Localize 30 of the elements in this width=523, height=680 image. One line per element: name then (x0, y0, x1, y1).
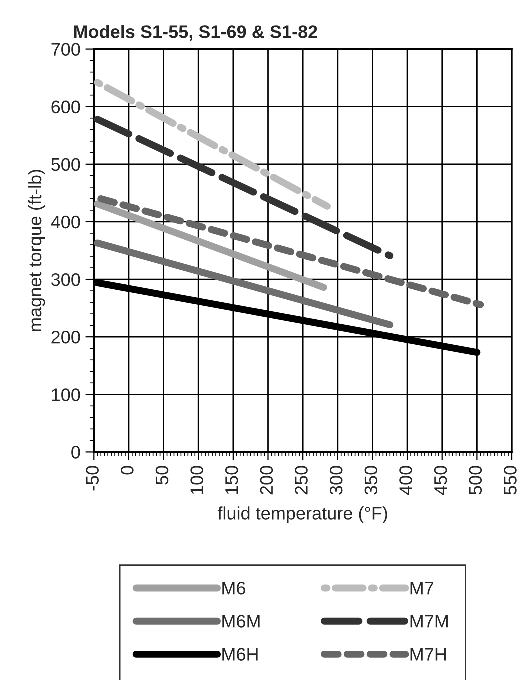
legend-label: M6 (222, 582, 246, 595)
x-tick-label: 250 (295, 466, 308, 495)
x-tick-label: 150 (225, 466, 238, 494)
y-tick-label: 0 (72, 446, 80, 459)
x-tick-label: 100 (190, 466, 204, 494)
chart-title: Models S1-55, S1-69 & S1-82 (74, 25, 318, 41)
x-axis-title: fluid temperature (°F) (218, 506, 388, 524)
x-tick-label: 300 (330, 466, 343, 495)
legend-label: M6H (222, 648, 258, 661)
legend-label: M7H (410, 648, 446, 661)
x-tick-label: -50 (86, 466, 99, 491)
x-tick-label: 50 (156, 466, 169, 485)
legend-label: M7M (410, 615, 448, 628)
x-tick-label: 0 (121, 466, 134, 475)
legend-label: M6M (222, 615, 260, 628)
y-tick-label: 200 (52, 331, 80, 344)
x-tick-label: 200 (260, 466, 274, 495)
y-tick-label: 600 (52, 100, 80, 114)
y-tick-label: 100 (52, 388, 80, 402)
y-tick-label: 300 (52, 273, 80, 286)
x-tick-label: 400 (400, 466, 412, 496)
x-tick-label: 500 (469, 466, 482, 495)
y-tick-label: 400 (51, 216, 80, 229)
legend-label: M7 (410, 582, 434, 595)
y-tick-label: 700 (52, 43, 80, 56)
x-tick-label: 350 (364, 466, 378, 495)
y-axis-title: magnet torque (ft-lb) (28, 170, 46, 332)
x-tick-label: 550 (504, 466, 517, 495)
y-tick-label: 500 (52, 158, 80, 172)
x-tick-label: 450 (434, 466, 448, 496)
